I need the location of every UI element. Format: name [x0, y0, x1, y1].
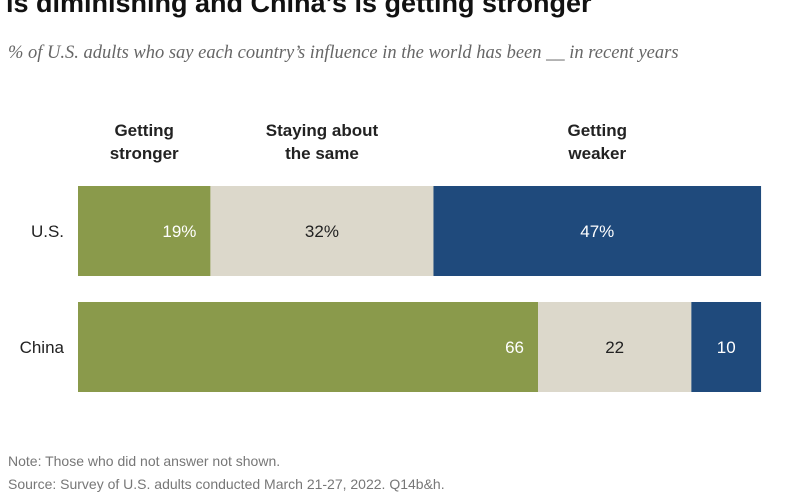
- row-label-u-s: U.S.: [31, 222, 64, 241]
- chart-subtitle: % of U.S. adults who say each country’s …: [8, 43, 679, 63]
- bar-china-getting-stronger: [78, 302, 539, 392]
- data-label-u-s-getting-stronger: 19%: [162, 222, 196, 241]
- series-header-staying-about-the-same-line-1: Staying about: [266, 121, 379, 140]
- chart-title: is diminishing and China’s is getting st…: [6, 0, 592, 18]
- series-header-getting-weaker-line-2: weaker: [567, 144, 626, 163]
- row-label-china: China: [20, 338, 65, 357]
- series-header-staying-about-the-same-line-2: the same: [285, 144, 359, 163]
- bar-u-s-getting-stronger: [78, 186, 211, 276]
- bar-u-s-staying-about-the-same: [210, 186, 434, 276]
- bar-china-staying-about-the-same: [538, 302, 692, 392]
- chart-source: Source: Survey of U.S. adults conducted …: [8, 476, 445, 492]
- series-header-getting-weaker-line-1: Getting: [568, 121, 628, 140]
- data-label-u-s-staying-about-the-same: 32%: [305, 222, 339, 241]
- data-label-u-s-getting-weaker: 47%: [580, 222, 614, 241]
- series-header-getting-stronger-line-2: stronger: [110, 144, 179, 163]
- data-label-china-getting-weaker: 10: [717, 338, 736, 357]
- bar-u-s-getting-weaker: [433, 186, 762, 276]
- data-label-china-getting-stronger: 66: [505, 338, 524, 357]
- stacked-bar-chart: Getting stronger Staying about the same Gett…: [20, 121, 762, 392]
- bar-china-getting-weaker: [691, 302, 762, 392]
- chart-note: Note: Those who did not answer not shown…: [8, 453, 281, 469]
- data-label-china-staying-about-the-same: 22: [605, 338, 624, 357]
- series-header-getting-stronger-line-1: Getting: [114, 121, 174, 140]
